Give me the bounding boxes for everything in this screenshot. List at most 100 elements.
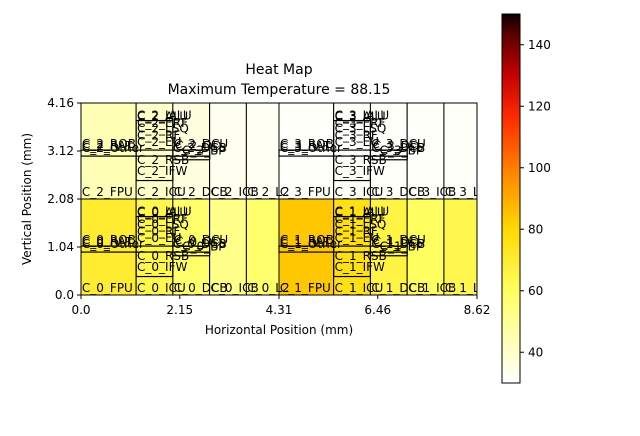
block-c-0-icu [135, 198, 174, 295]
block-label-c-0-rsb: C_0_RSB [137, 249, 189, 263]
block-label-c-3-dcu: C_3_DCU [371, 137, 425, 151]
block-label-c-3-lsq: C_3_LSQ [335, 121, 387, 135]
block-label-c-3-erf: C_3_ERF [335, 116, 386, 130]
block-label-c-0-ifw: C_0_IFW [137, 260, 187, 274]
block-label-c-3-eu: C_3_EU [335, 135, 379, 149]
y-tick-label: 1.04 [47, 240, 74, 254]
block-label-c-0-dd: C_0_DD [175, 235, 222, 249]
x-axis-label: Horizontal Position (mm) [205, 323, 353, 337]
block-label-c-3-alu: C_3_ALU [335, 109, 386, 123]
block-label-c-2-ialu: C_2_IALU [137, 108, 192, 122]
x-tick-label: 8.62 [464, 303, 491, 317]
block-label-c-1-fpu: C_1_FPU [280, 281, 331, 295]
block-label-c-3-dcb: C_3_DCB [371, 141, 425, 155]
x-tick-label: 0.0 [71, 303, 90, 317]
block-c-3-dcb [369, 103, 408, 200]
block-label-c-2-rob: C_2_ROB [82, 137, 136, 151]
block-label-c-0-l2: C_0_L2 [247, 281, 289, 295]
sub-block-outline [278, 149, 335, 157]
block-label-c-2-icu: C_2_ICU [137, 185, 186, 199]
block-label-c-1-dcu: C_1_DCU [371, 233, 425, 247]
sub-rects-layer [81, 119, 408, 278]
block-label-c-0-rat: C_0_RAT [82, 235, 133, 249]
colorbar-ticks: 40 60 80 100 120 140 [520, 38, 551, 359]
block-label-c-0-alu: C_0_ALU [137, 205, 188, 219]
block-label-c-1-lsq: C_1_LSQ [335, 217, 387, 231]
block-label-c-1-dd: C_1_DD [373, 235, 420, 249]
sub-block-outline [135, 155, 174, 182]
block-label-c-0-dcu: C_0_DCU [174, 233, 228, 247]
block-label-c-3-ialu: C_3_IALU [335, 108, 390, 122]
block-label-c-3-ifw: C_3_IFW [335, 164, 385, 178]
block-label-c-2-alu: C_2_ALU [137, 109, 188, 123]
block-label-c-0-icb: C_0_ICB [211, 281, 259, 295]
sub-block-outline [369, 155, 408, 161]
sub-block-outline [172, 155, 211, 161]
colorbar-tick-label: 80 [528, 222, 543, 236]
block-label-c-0-icu: C_0_ICU [137, 281, 186, 295]
y-tick-label: 0.0 [55, 288, 74, 302]
block-c-0-icb [209, 198, 247, 295]
sub-block-outline [135, 251, 174, 278]
colorbar [501, 13, 521, 384]
sub-block-outline [369, 251, 408, 257]
plot-area: C_0_FPU C_0_ICUC_0_DCBC_0_ICBC_0_L2C_1_FP… [81, 103, 487, 295]
sub-block-outline [333, 119, 372, 151]
x-axis-ticks: 0.0 2.15 4.31 6.46 8.62 [71, 295, 490, 317]
colorbar-tick-label: 120 [528, 99, 551, 113]
block-label-c-1-icb: C_1_ICB [408, 281, 456, 295]
block-c-2-icb [209, 103, 247, 200]
block-label-c-0-ialu: C_0_IALU [137, 204, 192, 218]
x-tick-label: 2.15 [166, 303, 193, 317]
sub-block-outline [135, 215, 174, 247]
block-label-c-3-rsb: C_3_RSB [335, 153, 387, 167]
block-label-c-3-l2: C_3_L2 [445, 185, 487, 199]
block-label-c-1-ifw: C_1_IFW [335, 260, 385, 274]
block-label-c-2-rf: C_2_RF [137, 128, 180, 142]
block-label-c-1-ialu: C_1_IALU [335, 204, 390, 218]
block-label-c-3-rat: C_3_RAT [280, 139, 331, 153]
block-label-c-2-ifw: C_2_IFW [137, 164, 187, 178]
block-label-c-0-eu: C_0_EU [137, 231, 181, 245]
block-label-c-2-rsb: C_2_RSB [137, 153, 189, 167]
block-label-c-2-eu: C_2_EU [137, 135, 181, 149]
block-label-c-0-fpu: C_0_FPU [82, 281, 133, 295]
block-c-3-l2 [443, 103, 477, 200]
block-c-1-l2 [443, 198, 477, 295]
y-axis-label: Vertical Position (mm) [20, 133, 34, 265]
block-label-c-3-icu: C_3_ICU [335, 185, 384, 199]
block-label-c-1-dcb: C_1_DCB [371, 237, 425, 251]
block-label-c-2-fpu: C_2_FPU [82, 185, 133, 199]
block-label-c-1-rat: C_1_RAT [280, 235, 331, 249]
block-label-c-3-fpu: C_3_FPU [280, 185, 331, 199]
block-label-c-3-dcb: C_3_DCB [371, 185, 425, 199]
block-label-c-0-bp: C_0_BP [182, 240, 225, 254]
block-label-c-3-icb: C_3_ICB [408, 185, 456, 199]
block-label-c-1-bp: C_1_BP [380, 240, 423, 254]
block-label-c-0-lsq: C_0_LSQ [137, 217, 189, 231]
block-label-c-0-dcb: C_0_DCB [174, 281, 228, 295]
block-c-1-icu [333, 198, 371, 295]
y-tick-label: 2.08 [47, 192, 74, 206]
block-label-c-0-other: C_0_Other [82, 237, 144, 251]
sub-block-outline [81, 245, 137, 253]
sub-block-outline [135, 119, 174, 151]
sub-block-outline [81, 149, 137, 157]
x-tick-label: 6.46 [364, 303, 391, 317]
x-tick-label: 4.31 [266, 303, 293, 317]
block-label-c-1-l2: C_1_L2 [445, 281, 487, 295]
block-c-3-fpu [278, 103, 335, 200]
sub-block-outline [333, 155, 372, 182]
block-c-3-icu [333, 103, 371, 200]
colorbar-tick-label: 40 [528, 345, 543, 359]
block-label-c-2-lsq: C_2_LSQ [137, 121, 189, 135]
y-axis-ticks: 0.0 1.04 2.08 3.12 4.16 [47, 96, 81, 302]
block-label-c-2-bp: C_2_BP [182, 144, 225, 158]
block-label-c-3-other: C_3_Other [280, 141, 342, 155]
block-label-c-1-other: C_1_Other [280, 237, 342, 251]
block-label-c-2-l2: C_2_L2 [247, 185, 289, 199]
block-label-c-1-rsb: C_1_RSB [335, 249, 387, 263]
block-label-c-1-rf: C_1_RF [335, 224, 378, 238]
block-label-c-3-bp: C_3_BP [380, 144, 423, 158]
chart-title: Heat Map [245, 62, 312, 78]
